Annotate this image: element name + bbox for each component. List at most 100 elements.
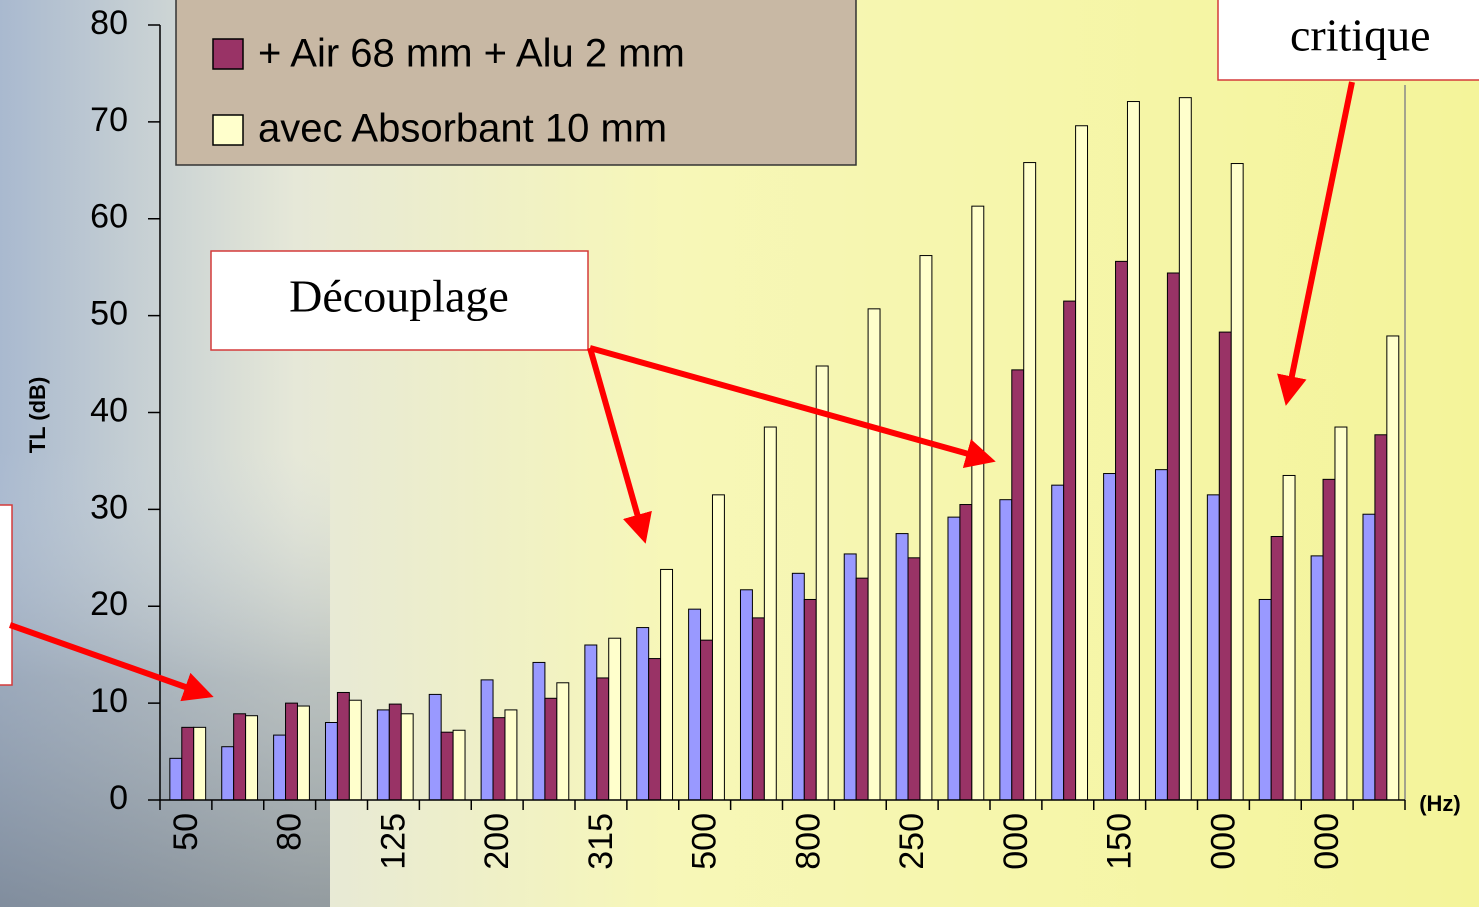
y-tick-label: 60 (90, 198, 128, 236)
bar (700, 639, 713, 801)
bar (1103, 473, 1117, 801)
x-tick-label: 500 (686, 813, 724, 870)
y-axis-label: TL (dB) (25, 377, 50, 454)
bar (751, 617, 765, 801)
bar (895, 533, 909, 801)
x-tick-label: 315 (582, 813, 620, 870)
bar (169, 757, 183, 801)
bar (400, 713, 414, 801)
x-tick-label: 200 (478, 813, 516, 870)
bar (688, 608, 702, 801)
bar (791, 572, 805, 801)
x-tick-label: 000 (1204, 813, 1242, 870)
arrows (9, 81, 1355, 702)
bar (544, 697, 558, 801)
bar (1386, 335, 1400, 801)
legend-label: + Air 68 mm + Alu 2 mm (258, 32, 685, 76)
x-tick-label: 80 (271, 813, 309, 851)
y-tick-label: 20 (90, 585, 128, 623)
bar (1230, 163, 1244, 801)
bar (584, 644, 598, 801)
bar (608, 637, 622, 801)
bar (273, 734, 287, 801)
bar (221, 746, 235, 801)
bar (1322, 478, 1336, 801)
bar (907, 557, 921, 801)
legend-swatch (212, 114, 244, 146)
bar (285, 702, 298, 801)
bar (428, 693, 442, 801)
legend-box (175, 0, 857, 166)
bar (348, 699, 362, 801)
arrow (589, 345, 996, 468)
plot-area: 0 10 20 30 40 50 60 70 80 50 80 125 200 315 500 800 250 0… (90, 4, 1406, 870)
bar (867, 308, 881, 801)
arrow (1277, 81, 1355, 406)
bar (532, 661, 546, 801)
x-tick-label: 800 (789, 813, 827, 870)
annotation-box (1217, 0, 1479, 81)
bar (815, 365, 829, 801)
bar (388, 703, 402, 801)
bar (1075, 125, 1089, 801)
bar (181, 726, 195, 801)
bar (452, 729, 466, 801)
bar (1270, 536, 1284, 801)
bar (1063, 300, 1077, 801)
bar (193, 726, 207, 801)
y-tick-label: 10 (90, 682, 128, 720)
bar (919, 255, 933, 801)
bar (711, 494, 725, 801)
bar (1023, 162, 1037, 801)
annotation-box (0, 504, 13, 686)
x-tick-label: 000 (997, 813, 1035, 870)
y-tick-label: 50 (90, 295, 128, 333)
bar (1178, 97, 1192, 801)
legend: + Air 68 mm + Alu 2 mm avec Absorbant 10… (175, 0, 857, 166)
bar (999, 499, 1013, 801)
bar (1310, 555, 1324, 801)
bar (1282, 474, 1296, 801)
bar (324, 722, 338, 801)
bar (1051, 484, 1065, 801)
bar (971, 205, 985, 801)
bar (1218, 331, 1232, 801)
bar (855, 577, 869, 801)
y-tick-label: 80 (90, 4, 128, 42)
arrow (587, 347, 652, 544)
x-tick-label: 50 (167, 813, 205, 851)
bar (1154, 469, 1168, 801)
bar (376, 709, 390, 801)
bar (843, 553, 857, 801)
legend-swatch (212, 38, 244, 70)
arrow (9, 622, 214, 702)
bar (947, 516, 961, 801)
bar (1334, 426, 1348, 801)
annotation: Découplage (289, 271, 509, 322)
y-tick-label: 30 (90, 488, 128, 526)
x-tick-label: 250 (893, 813, 931, 870)
bar (803, 598, 817, 801)
bar (1206, 494, 1220, 801)
y-tick-label: 70 (90, 101, 128, 139)
x-tick-label: 000 (1308, 813, 1346, 870)
bar (1115, 260, 1128, 801)
bar (440, 731, 454, 801)
bar (1126, 101, 1140, 801)
bar (1374, 434, 1388, 801)
bar (556, 682, 570, 801)
bar (245, 715, 259, 801)
annotation: critique (1290, 10, 1431, 61)
bar (336, 691, 350, 801)
y-tick-label: 40 (90, 391, 128, 429)
bar (1011, 369, 1025, 801)
bar (660, 568, 674, 801)
bar (959, 504, 973, 801)
bar (596, 677, 610, 801)
y-tick-label: 0 (109, 779, 128, 817)
bar (1362, 513, 1376, 801)
bar (763, 426, 777, 801)
bar (504, 709, 518, 801)
x-axis-label: (Hz) (1419, 791, 1461, 816)
